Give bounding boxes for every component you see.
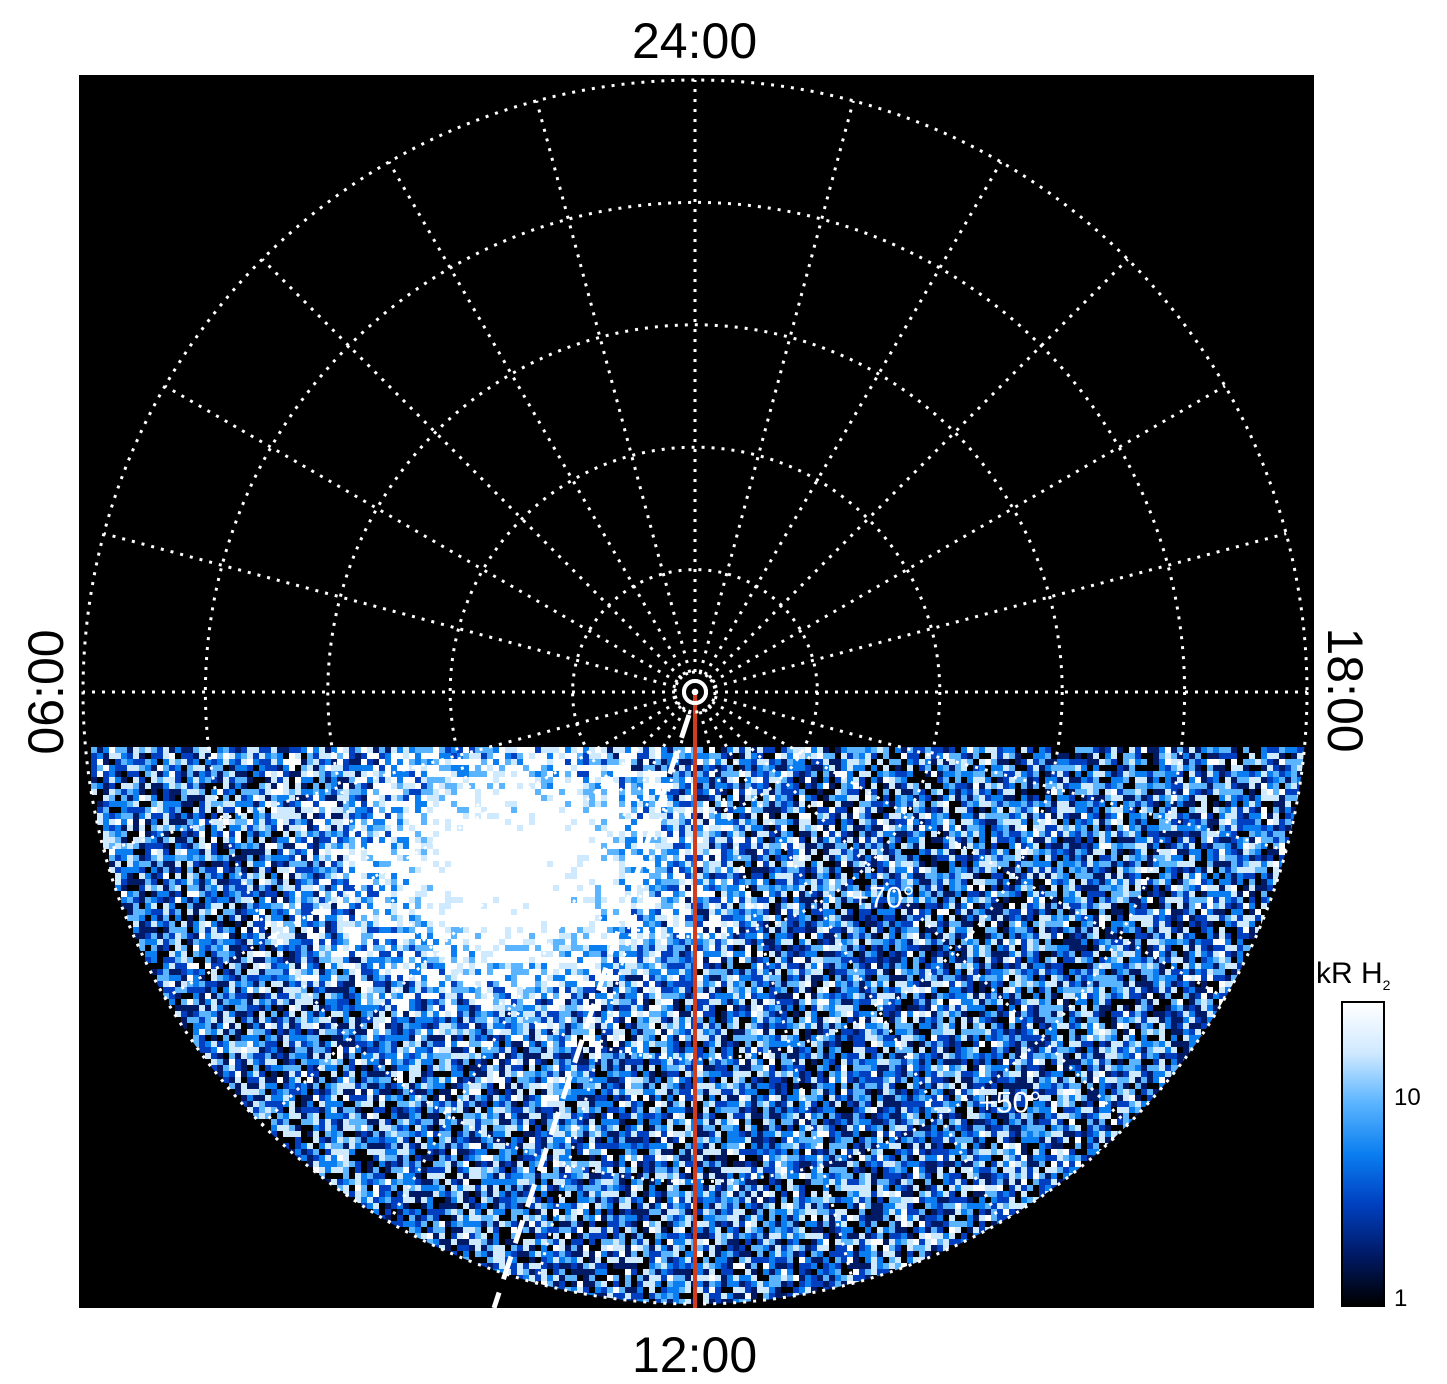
lt-label-left: 06:00 xyxy=(18,629,74,755)
meridian-line xyxy=(535,100,697,693)
colorbar-title: kR H2 xyxy=(1316,957,1391,993)
meridian-line xyxy=(693,691,855,1284)
pole-marker xyxy=(682,679,708,705)
meridian-line xyxy=(693,100,855,693)
meridian-line xyxy=(694,384,1226,694)
latitude-ring xyxy=(326,323,1064,1061)
meridian-line xyxy=(387,161,697,693)
polar-projection-map: +70° +50° xyxy=(79,75,1314,1308)
meridian-line xyxy=(693,161,1003,693)
latitude-label: +50° xyxy=(978,1087,1041,1120)
lt-label-right: 18:00 xyxy=(1317,627,1373,753)
colorbar-tick-10: 10 xyxy=(1394,1084,1421,1111)
latitude-ring xyxy=(203,200,1187,1184)
colorbar xyxy=(1341,1001,1385,1307)
meridian-line xyxy=(261,690,697,1126)
meridian-line xyxy=(387,691,697,1223)
polar-projection-panel: +70° +50° xyxy=(79,75,1314,1308)
lt-label-top: 24:00 xyxy=(632,13,758,69)
lt-label-bottom: 12:00 xyxy=(632,1327,758,1383)
latitude-ring xyxy=(448,445,942,939)
latitude-label: +70° xyxy=(852,881,915,914)
meridian-line xyxy=(693,690,1129,1126)
meridian-line xyxy=(103,532,696,694)
meridian-line xyxy=(693,258,1129,694)
meridian-line xyxy=(694,690,1287,852)
latitude-labels: +70° +50° xyxy=(852,881,1042,1119)
meridian-line xyxy=(693,691,1003,1223)
meridian-line xyxy=(103,690,696,852)
meridian-line xyxy=(164,690,696,1000)
meridian-line xyxy=(164,384,696,694)
colorbar-gradient xyxy=(1343,1003,1383,1305)
emission-layer xyxy=(91,747,1307,1304)
dashed-boundary-line xyxy=(491,714,692,1308)
pole-ring xyxy=(673,670,717,714)
colorbar-tick-1: 1 xyxy=(1394,1285,1408,1312)
meridian-line xyxy=(694,690,1226,1000)
meridian-line xyxy=(261,258,697,694)
